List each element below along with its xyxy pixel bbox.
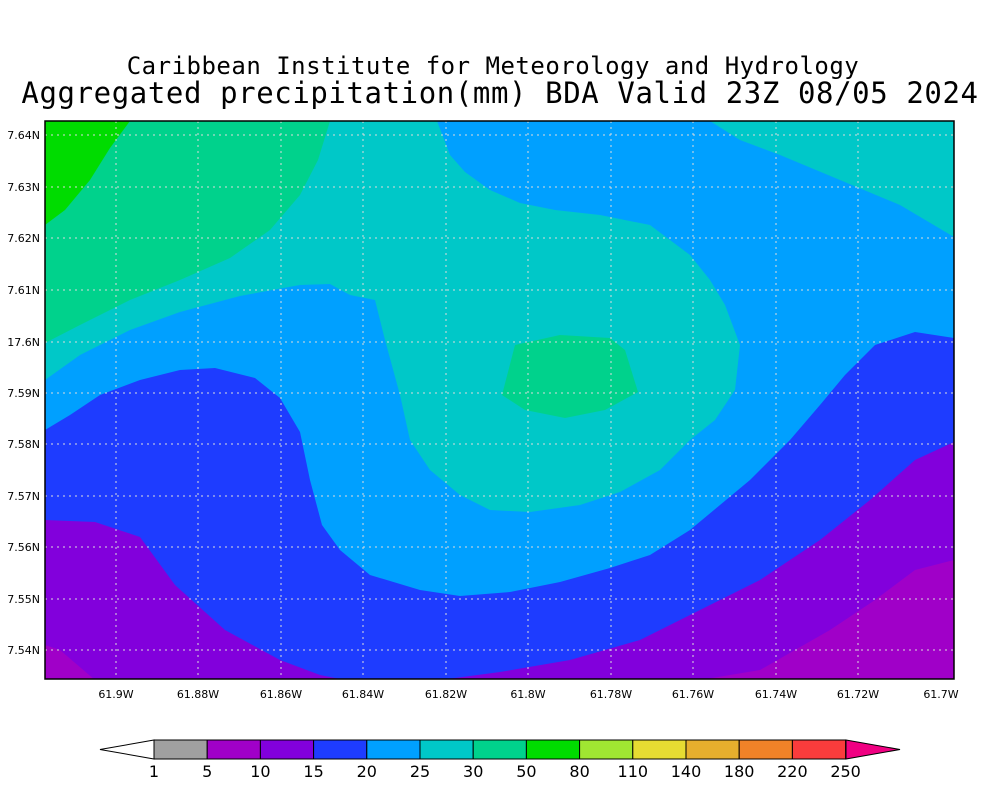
colorbar-level-label: 250 xyxy=(830,762,861,781)
colorbar-swatch xyxy=(579,739,634,760)
colorbar-swatch xyxy=(791,739,847,760)
lat-label: 7.58N xyxy=(7,438,40,451)
fill-band-30-center xyxy=(502,335,638,418)
lat-label: 7.63N xyxy=(7,181,40,194)
colorbar-under-arrow xyxy=(99,739,155,760)
grid-lines xyxy=(45,121,954,679)
colorbar-level-label: 220 xyxy=(777,762,808,781)
colorbar-level-label: 110 xyxy=(618,762,649,781)
colorbar-swatch xyxy=(632,739,687,760)
title-line-1: Caribbean Institute for Meteorology and … xyxy=(126,52,860,80)
lat-label: 7.61N xyxy=(7,284,40,297)
lon-label: 61.72W xyxy=(837,688,879,701)
colorbar-swatch xyxy=(472,739,527,760)
colorbar-swatch xyxy=(259,739,315,760)
colorbar-swatch xyxy=(313,739,368,760)
lon-label: 61.76W xyxy=(672,688,714,701)
colorbar-swatch xyxy=(366,739,421,760)
colorbar-over-arrow xyxy=(845,739,901,760)
lon-label: 61.82W xyxy=(425,688,467,701)
colorbar: 1 5 10 15 20 25 30 50 80 110 140 180 220 250 xyxy=(99,739,901,781)
colorbar-level-label: 30 xyxy=(463,762,483,781)
lat-label: 7.59N xyxy=(7,387,40,400)
lon-label: 61.78W xyxy=(590,688,632,701)
lat-label: 7.57N xyxy=(7,490,40,503)
colorbar-level-label: 5 xyxy=(202,762,212,781)
fill-band-50 xyxy=(45,121,130,225)
lat-label: 7.64N xyxy=(7,129,40,142)
colorbar-swatch xyxy=(525,739,581,760)
lon-label: 61.86W xyxy=(260,688,302,701)
colorbar-level-label: 1 xyxy=(149,762,159,781)
colorbar-level-label: 80 xyxy=(569,762,589,781)
fill-band-5-right xyxy=(706,560,954,679)
lon-label: 61.8W xyxy=(510,688,545,701)
title-line-2: Aggregated precipitation(mm) BDA Valid 2… xyxy=(21,76,979,110)
lat-label: 7.56N xyxy=(7,541,40,554)
colorbar-swatch xyxy=(685,739,740,760)
colorbar-level-label: 50 xyxy=(516,762,536,781)
plot-frame xyxy=(44,120,955,680)
colorbar-level-label: 10 xyxy=(250,762,270,781)
colorbar-level-label: 20 xyxy=(357,762,377,781)
lon-label: 61.7W xyxy=(923,688,958,701)
colorbar-level-label: 25 xyxy=(410,762,430,781)
colorbar-swatch xyxy=(738,739,793,760)
lat-label: 17.6N xyxy=(7,336,40,349)
colorbar-swatch xyxy=(419,739,474,760)
contour-fills xyxy=(45,121,954,679)
colorbar-level-label: 180 xyxy=(724,762,755,781)
lat-label: 7.54N xyxy=(7,644,40,657)
longitude-labels: 61.9W 61.88W 61.86W 61.84W 61.82W 61.8W … xyxy=(98,688,958,701)
lon-label: 61.74W xyxy=(755,688,797,701)
lon-label: 61.88W xyxy=(177,688,219,701)
fill-band-5-left xyxy=(45,645,94,679)
latitude-labels: 7.64N 7.63N 7.62N 7.61N 17.6N 7.59N 7.58… xyxy=(7,129,40,657)
lon-label: 61.9W xyxy=(98,688,133,701)
colorbar-level-label: 15 xyxy=(303,762,323,781)
colorbar-level-label: 140 xyxy=(671,762,702,781)
lon-label: 61.84W xyxy=(342,688,384,701)
lat-label: 7.55N xyxy=(7,593,40,606)
lat-label: 7.62N xyxy=(7,232,40,245)
colorbar-swatch xyxy=(206,739,261,760)
colorbar-swatch xyxy=(153,739,208,760)
